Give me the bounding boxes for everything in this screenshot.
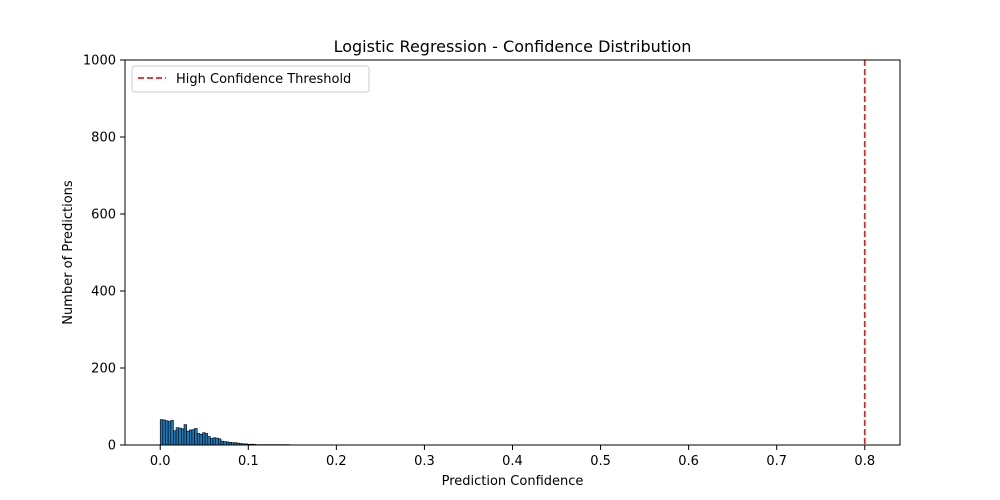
y-tick-label: 200	[91, 362, 116, 377]
x-axis-label: Prediction Confidence	[442, 474, 584, 489]
histogram-bar	[199, 433, 203, 446]
histogram-bar	[220, 440, 224, 446]
x-tick-label: 0.5	[590, 454, 611, 469]
x-tick-label: 0.0	[150, 454, 171, 469]
y-tick-label: 400	[91, 285, 116, 300]
x-tick-label: 0.8	[854, 454, 875, 469]
histogram-bar	[178, 427, 182, 446]
x-tick-label: 0.6	[678, 454, 699, 469]
histogram-bar	[212, 437, 217, 446]
x-tick-label: 0.3	[414, 454, 435, 469]
histogram-bar	[196, 433, 201, 446]
histogram-bar	[194, 428, 198, 446]
legend-box	[131, 65, 370, 93]
bars-group	[159, 419, 290, 446]
histogram-bar	[204, 433, 209, 446]
histogram-bar	[215, 437, 219, 446]
histogram-bar	[202, 432, 206, 446]
histogram-bar	[183, 424, 187, 446]
histogram-bar	[218, 438, 222, 446]
histogram-bar	[170, 420, 174, 446]
y-tick-label: 800	[91, 131, 116, 146]
x-axis-ticks: 0.0 0.1 0.2 0.3 0.4 0.5 0.6 0.7 0.8	[150, 445, 875, 469]
histogram-bar	[191, 429, 195, 446]
y-axis-label: Number of Predictions	[61, 180, 76, 325]
histogram-bar	[223, 441, 227, 446]
y-tick-label: 1000	[83, 54, 116, 69]
histogram-bar	[165, 420, 169, 446]
y-tick-label: 600	[91, 208, 116, 223]
histogram-bar	[207, 436, 211, 446]
histogram-bar	[175, 427, 180, 446]
legend-threshold-label: High Confidence Threshold	[176, 72, 351, 87]
histogram-bar	[167, 421, 172, 446]
x-tick-label: 0.7	[766, 454, 787, 469]
histogram-bar	[188, 429, 193, 446]
histogram-bar	[159, 419, 164, 446]
x-tick-label: 0.4	[502, 454, 523, 469]
legend: High Confidence Threshold	[131, 65, 370, 93]
histogram-bar	[186, 430, 190, 446]
chart-title: Logistic Regression - Confidence Distrib…	[334, 37, 692, 56]
histogram-bar	[162, 419, 166, 446]
y-axis-ticks: 0 200 400 600 800 1000	[83, 54, 125, 454]
x-tick-label: 0.2	[326, 454, 347, 469]
y-tick-label: 0	[108, 439, 116, 454]
plot-frame	[124, 59, 901, 446]
x-tick-label: 0.1	[238, 454, 259, 469]
histogram-bar	[181, 428, 185, 446]
histogram-bar	[173, 430, 177, 446]
histogram-bar	[210, 438, 214, 446]
